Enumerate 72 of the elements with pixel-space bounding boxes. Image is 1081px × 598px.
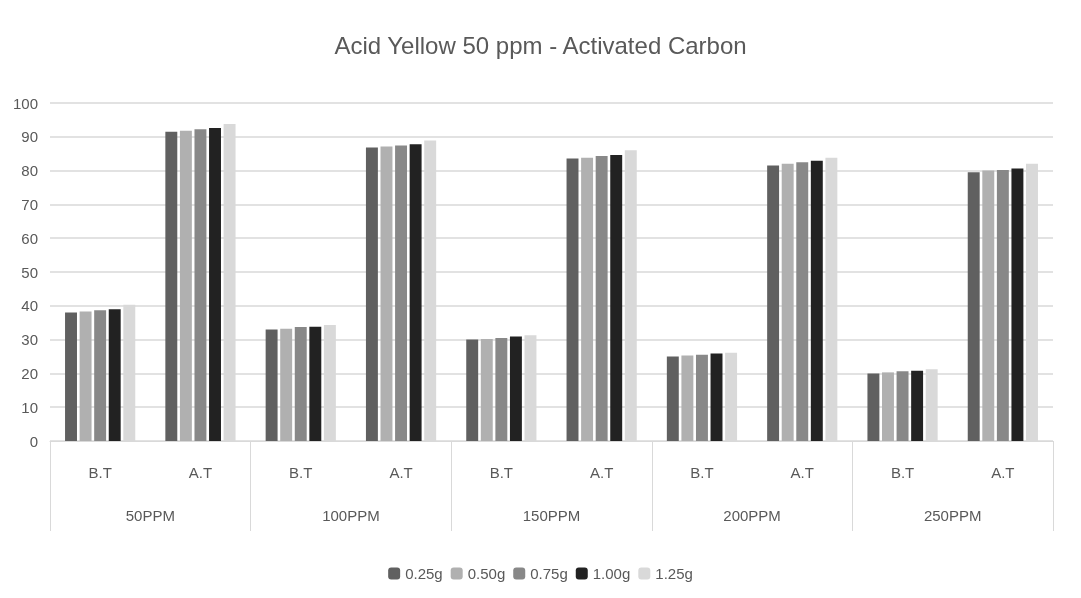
x-tick-label: B.T: [890, 464, 915, 481]
text: 250PPM: [923, 507, 982, 524]
bar: [996, 169, 1009, 441]
y-tick-label: 50: [21, 263, 38, 281]
x-tick-label: B.T: [690, 464, 714, 481]
y-tick-label: 30: [21, 331, 38, 349]
bar: [209, 128, 221, 441]
y-tick-label: 40: [21, 297, 38, 315]
y-tick-label: 90: [21, 128, 38, 146]
text: 100PPM: [322, 507, 380, 524]
legend-label: 0.75g: [530, 565, 568, 582]
bar: [495, 337, 508, 441]
y-tick-label: 20: [21, 364, 38, 382]
bar: [179, 130, 192, 441]
bar: [967, 172, 980, 441]
x-tick-label: B.T: [489, 464, 514, 481]
bar: [294, 327, 307, 441]
y-tick-label: 80: [21, 162, 38, 180]
bar: [796, 162, 809, 441]
bar: [867, 373, 880, 441]
bar: [409, 144, 422, 441]
y-tick-label: 100: [12, 94, 38, 112]
bar: [194, 129, 207, 441]
x-tick-label: B.T: [289, 464, 313, 481]
bar: [681, 355, 694, 441]
bar: [911, 370, 924, 441]
bar: [1011, 168, 1024, 441]
bar: [309, 326, 322, 441]
x-tick-label: B.T: [88, 464, 112, 481]
bar: [666, 356, 679, 441]
bar: [610, 155, 623, 441]
bar: [65, 312, 77, 441]
bar: [108, 309, 121, 441]
legend-label: 1.25g: [655, 565, 693, 582]
bar: [882, 372, 894, 441]
x-tick-label: A.T: [389, 464, 413, 481]
bar: [380, 146, 393, 441]
text: 150PPM: [522, 507, 581, 524]
bar: [781, 163, 794, 441]
bar: [710, 353, 723, 441]
bar: [896, 371, 909, 441]
bar: [581, 157, 594, 441]
bar: [695, 354, 708, 441]
bar: [566, 158, 579, 441]
bar: [480, 338, 493, 441]
bar: [982, 170, 995, 441]
bar: [810, 160, 823, 441]
bar: [265, 329, 278, 441]
bar: [509, 336, 522, 441]
x-tick-label: A.T: [188, 464, 213, 481]
y-tick-label: 10: [21, 398, 38, 416]
y-tick-label: 70: [21, 195, 38, 213]
legend-label: 0.50g: [467, 565, 506, 582]
chart-title: Acid Yellow 50 ppm - Activated Carbon: [334, 31, 747, 59]
bar: [280, 328, 293, 441]
bar: [767, 165, 780, 441]
bar: [466, 339, 479, 441]
y-tick-label: 60: [21, 229, 38, 247]
bar: [79, 311, 92, 441]
x-tick-label: A.T: [589, 464, 614, 481]
legend-label: 0.25g: [405, 565, 443, 582]
legend-label: 1.00g: [592, 565, 631, 582]
y-tick-label: 0: [29, 432, 38, 450]
x-tick-label: A.T: [790, 464, 814, 481]
bar: [365, 147, 378, 441]
bar: [165, 131, 178, 441]
text: 50PPM: [125, 507, 175, 524]
bar: [395, 145, 408, 441]
x-tick-label: A.T: [991, 464, 1015, 481]
bar: [595, 156, 608, 441]
bar: [94, 310, 107, 441]
text: 200PPM: [723, 507, 781, 524]
